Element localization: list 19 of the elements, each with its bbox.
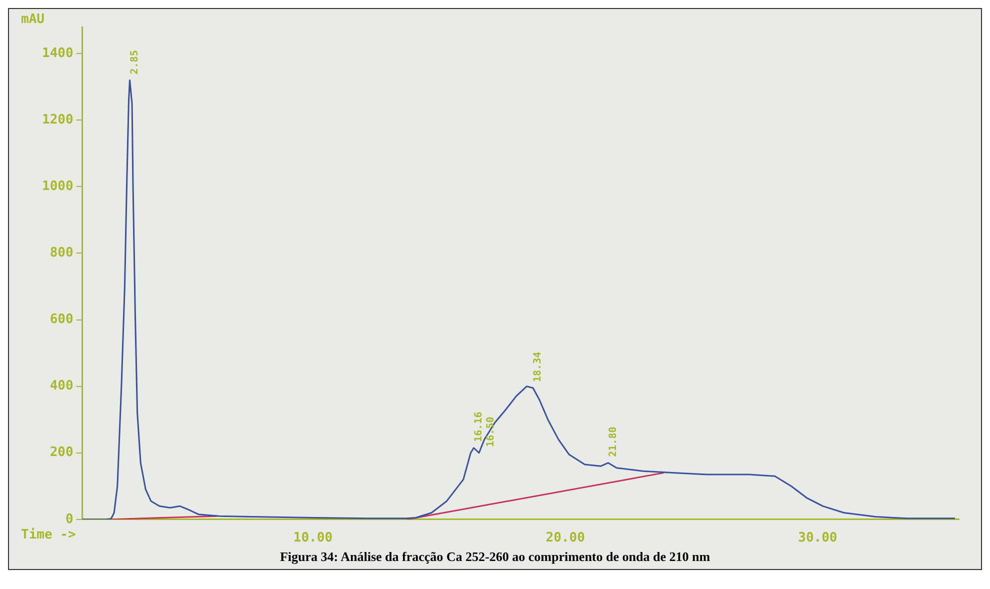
y-tick-label: 800	[50, 246, 74, 261]
annotation: 21.80	[608, 426, 619, 457]
y-tick-label: 1000	[42, 179, 74, 194]
annotation: 16.50	[485, 416, 496, 447]
annotation: 16.16	[473, 412, 484, 442]
annotation: 2.85	[129, 50, 140, 74]
y-tick-label: 400	[50, 378, 74, 394]
x-tick-label: 20.00	[546, 530, 586, 546]
x-axis-title: Time ->	[21, 527, 76, 542]
y-tick-label: 200	[50, 445, 74, 460]
y-tick-label: 1200	[42, 112, 74, 128]
x-tick-label: 10.00	[293, 530, 333, 546]
y-tick-label: 600	[50, 312, 74, 328]
y-tick-label: 0	[65, 512, 74, 527]
annotation: 18.34	[532, 352, 544, 382]
y-axis-title: mAU	[21, 12, 45, 27]
y-tick-label: 1400	[42, 46, 74, 61]
text: Figura 34: Análise da fracção Ca 252-260 ao comprimento de onda de 210 nm	[278, 549, 712, 566]
x-tick-label: 30.00	[798, 530, 838, 546]
